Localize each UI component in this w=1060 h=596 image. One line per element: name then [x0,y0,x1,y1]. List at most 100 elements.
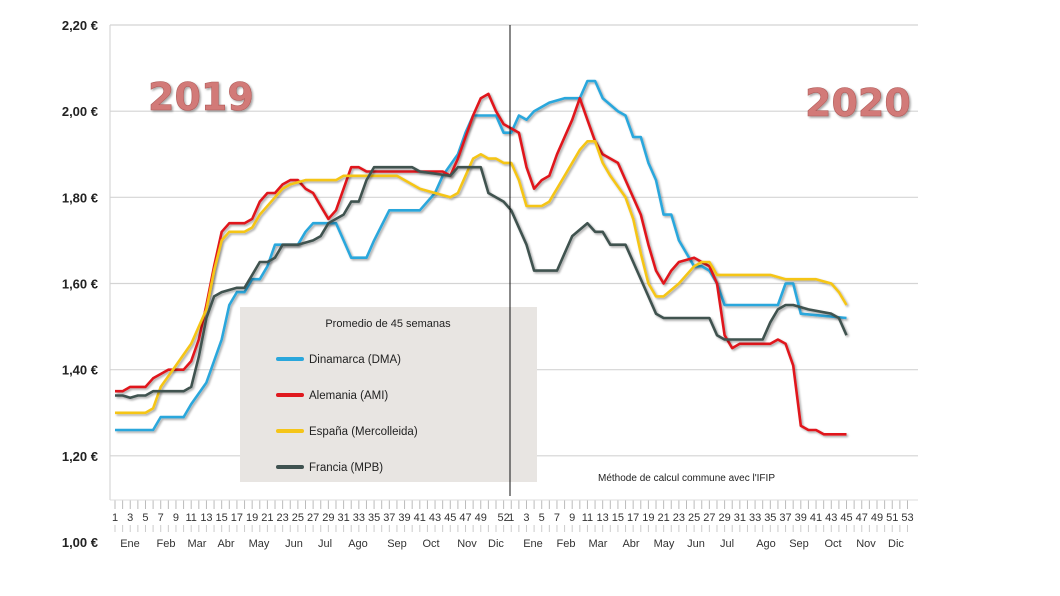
month-label: Jun [285,538,303,550]
month-label: Nov [856,538,876,550]
x-tick-label: 1 [508,512,514,524]
x-tick-label: 7 [554,512,560,524]
x-tick-label: 1 [112,512,118,524]
x-tick-label: 49 [871,512,883,524]
month-label: Jul [720,538,734,550]
month-label: Ago [756,538,776,550]
x-tick-label: 49 [475,512,487,524]
x-tick-label: 27 [703,512,715,524]
legend-label: Francia (MPB) [309,462,383,474]
month-label: Feb [557,538,576,550]
y-tick-label: 1,00 € [62,535,98,550]
x-tick-label: 13 [597,512,609,524]
series-line-españa [115,140,848,415]
month-label: Dic [488,538,504,550]
x-tick-label: 7 [158,512,164,524]
month-label: Sep [789,538,809,550]
month-label: Nov [457,538,477,550]
x-tick-label: 17 [627,512,639,524]
y-tick-label: 1,60 € [62,277,98,292]
x-tick-label: 5 [142,512,148,524]
x-tick-label: 51 [886,512,898,524]
method-note: Méthode de calcul commune avec l'IFIP [598,473,775,484]
x-tick-label: 9 [173,512,179,524]
x-tick-label: 53 [901,512,913,524]
month-label: Jul [318,538,332,550]
month-label: Oct [824,538,841,550]
x-tick-label: 37 [383,512,395,524]
x-tick-label: 25 [292,512,304,524]
x-tick-label: 15 [612,512,624,524]
legend-label: España (Mercolleida) [309,426,418,438]
x-tick-label: 25 [688,512,700,524]
y-tick-label: 1,80 € [62,190,98,205]
month-label: Ene [120,538,140,550]
month-label: Ene [523,538,543,550]
x-tick-label: 47 [856,512,868,524]
x-tick-label: 3 [523,512,529,524]
y-tick-label: 1,40 € [62,363,98,378]
x-tick-label: 23 [673,512,685,524]
x-tick-label: 43 [429,512,441,524]
x-tick-label: 39 [795,512,807,524]
x-tick-label: 47 [459,512,471,524]
x-axis: 1 3 5 7 9 11 13 15 17 19 21 23 25 27 29 31 33 35 37 39 41 43 4… [110,499,918,550]
x-tick-label: 15 [216,512,228,524]
x-tick-label: 17 [231,512,243,524]
legend-title: Promedio de 45 semanas [325,318,451,330]
legend-label: Alemania (AMI) [309,390,388,402]
series-line-francia [115,165,848,399]
series-line-dinamarca [115,79,847,432]
month-label: Abr [622,538,639,550]
month-label: Jun [687,538,705,550]
x-tick-label: 35 [368,512,380,524]
month-label: Mar [589,538,608,550]
year-label-2020: 2020 [805,81,911,125]
month-label: Oct [422,538,439,550]
y-tick-label: 2,20 € [62,18,98,33]
x-tick-label: 21 [658,512,670,524]
x-tick-label: 11 [185,512,196,524]
x-tick-label: 23 [277,512,289,524]
y-tick-label: 1,20 € [62,449,98,464]
month-label: Dic [888,538,904,550]
x-tick-label: 27 [307,512,319,524]
y-tick-label: 2,00 € [62,104,98,119]
month-label: Sep [387,538,407,550]
x-tick-label: 11 [582,512,593,524]
x-tick-label: 21 [261,512,273,524]
series-lines [115,79,848,436]
series-line-alemania [115,92,847,436]
x-tick-label: 13 [200,512,212,524]
legend: Dinamarca (DMA) Alemania (AMI) España (Mer… [276,354,418,474]
x-tick-label: 41 [810,512,822,524]
x-tick-label: 3 [127,512,133,524]
y-axis: 1,00 € 1,20 € 1,40 € 1,60 € 1,80 € 2,00 € 2,20… [62,18,98,550]
x-tick-label: 31 [734,512,746,524]
legend-label: Dinamarca (DMA) [309,354,401,366]
month-label: Abr [217,538,234,550]
x-tick-label: 37 [779,512,791,524]
x-tick-label: 31 [337,512,349,524]
x-tick-label: 5 [539,512,545,524]
month-label: Mar [188,538,207,550]
month-label: Ago [348,538,368,550]
x-tick-label: 19 [246,512,258,524]
x-tick-label: 29 [718,512,730,524]
x-tick-label: 33 [353,512,365,524]
x-tick-label: 41 [414,512,426,524]
year-label-2019: 2019 [148,75,254,119]
x-tick-label: 52 [497,512,509,524]
x-tick-label: 45 [840,512,852,524]
x-tick-label: 39 [398,512,410,524]
month-label: Feb [157,538,176,550]
x-tick-label: 45 [444,512,456,524]
x-tick-label: 9 [569,512,575,524]
month-label: May [654,538,675,550]
x-tick-label: 29 [322,512,334,524]
month-label: May [249,538,270,550]
x-tick-label: 43 [825,512,837,524]
x-tick-label: 35 [764,512,776,524]
x-tick-label: 33 [749,512,761,524]
